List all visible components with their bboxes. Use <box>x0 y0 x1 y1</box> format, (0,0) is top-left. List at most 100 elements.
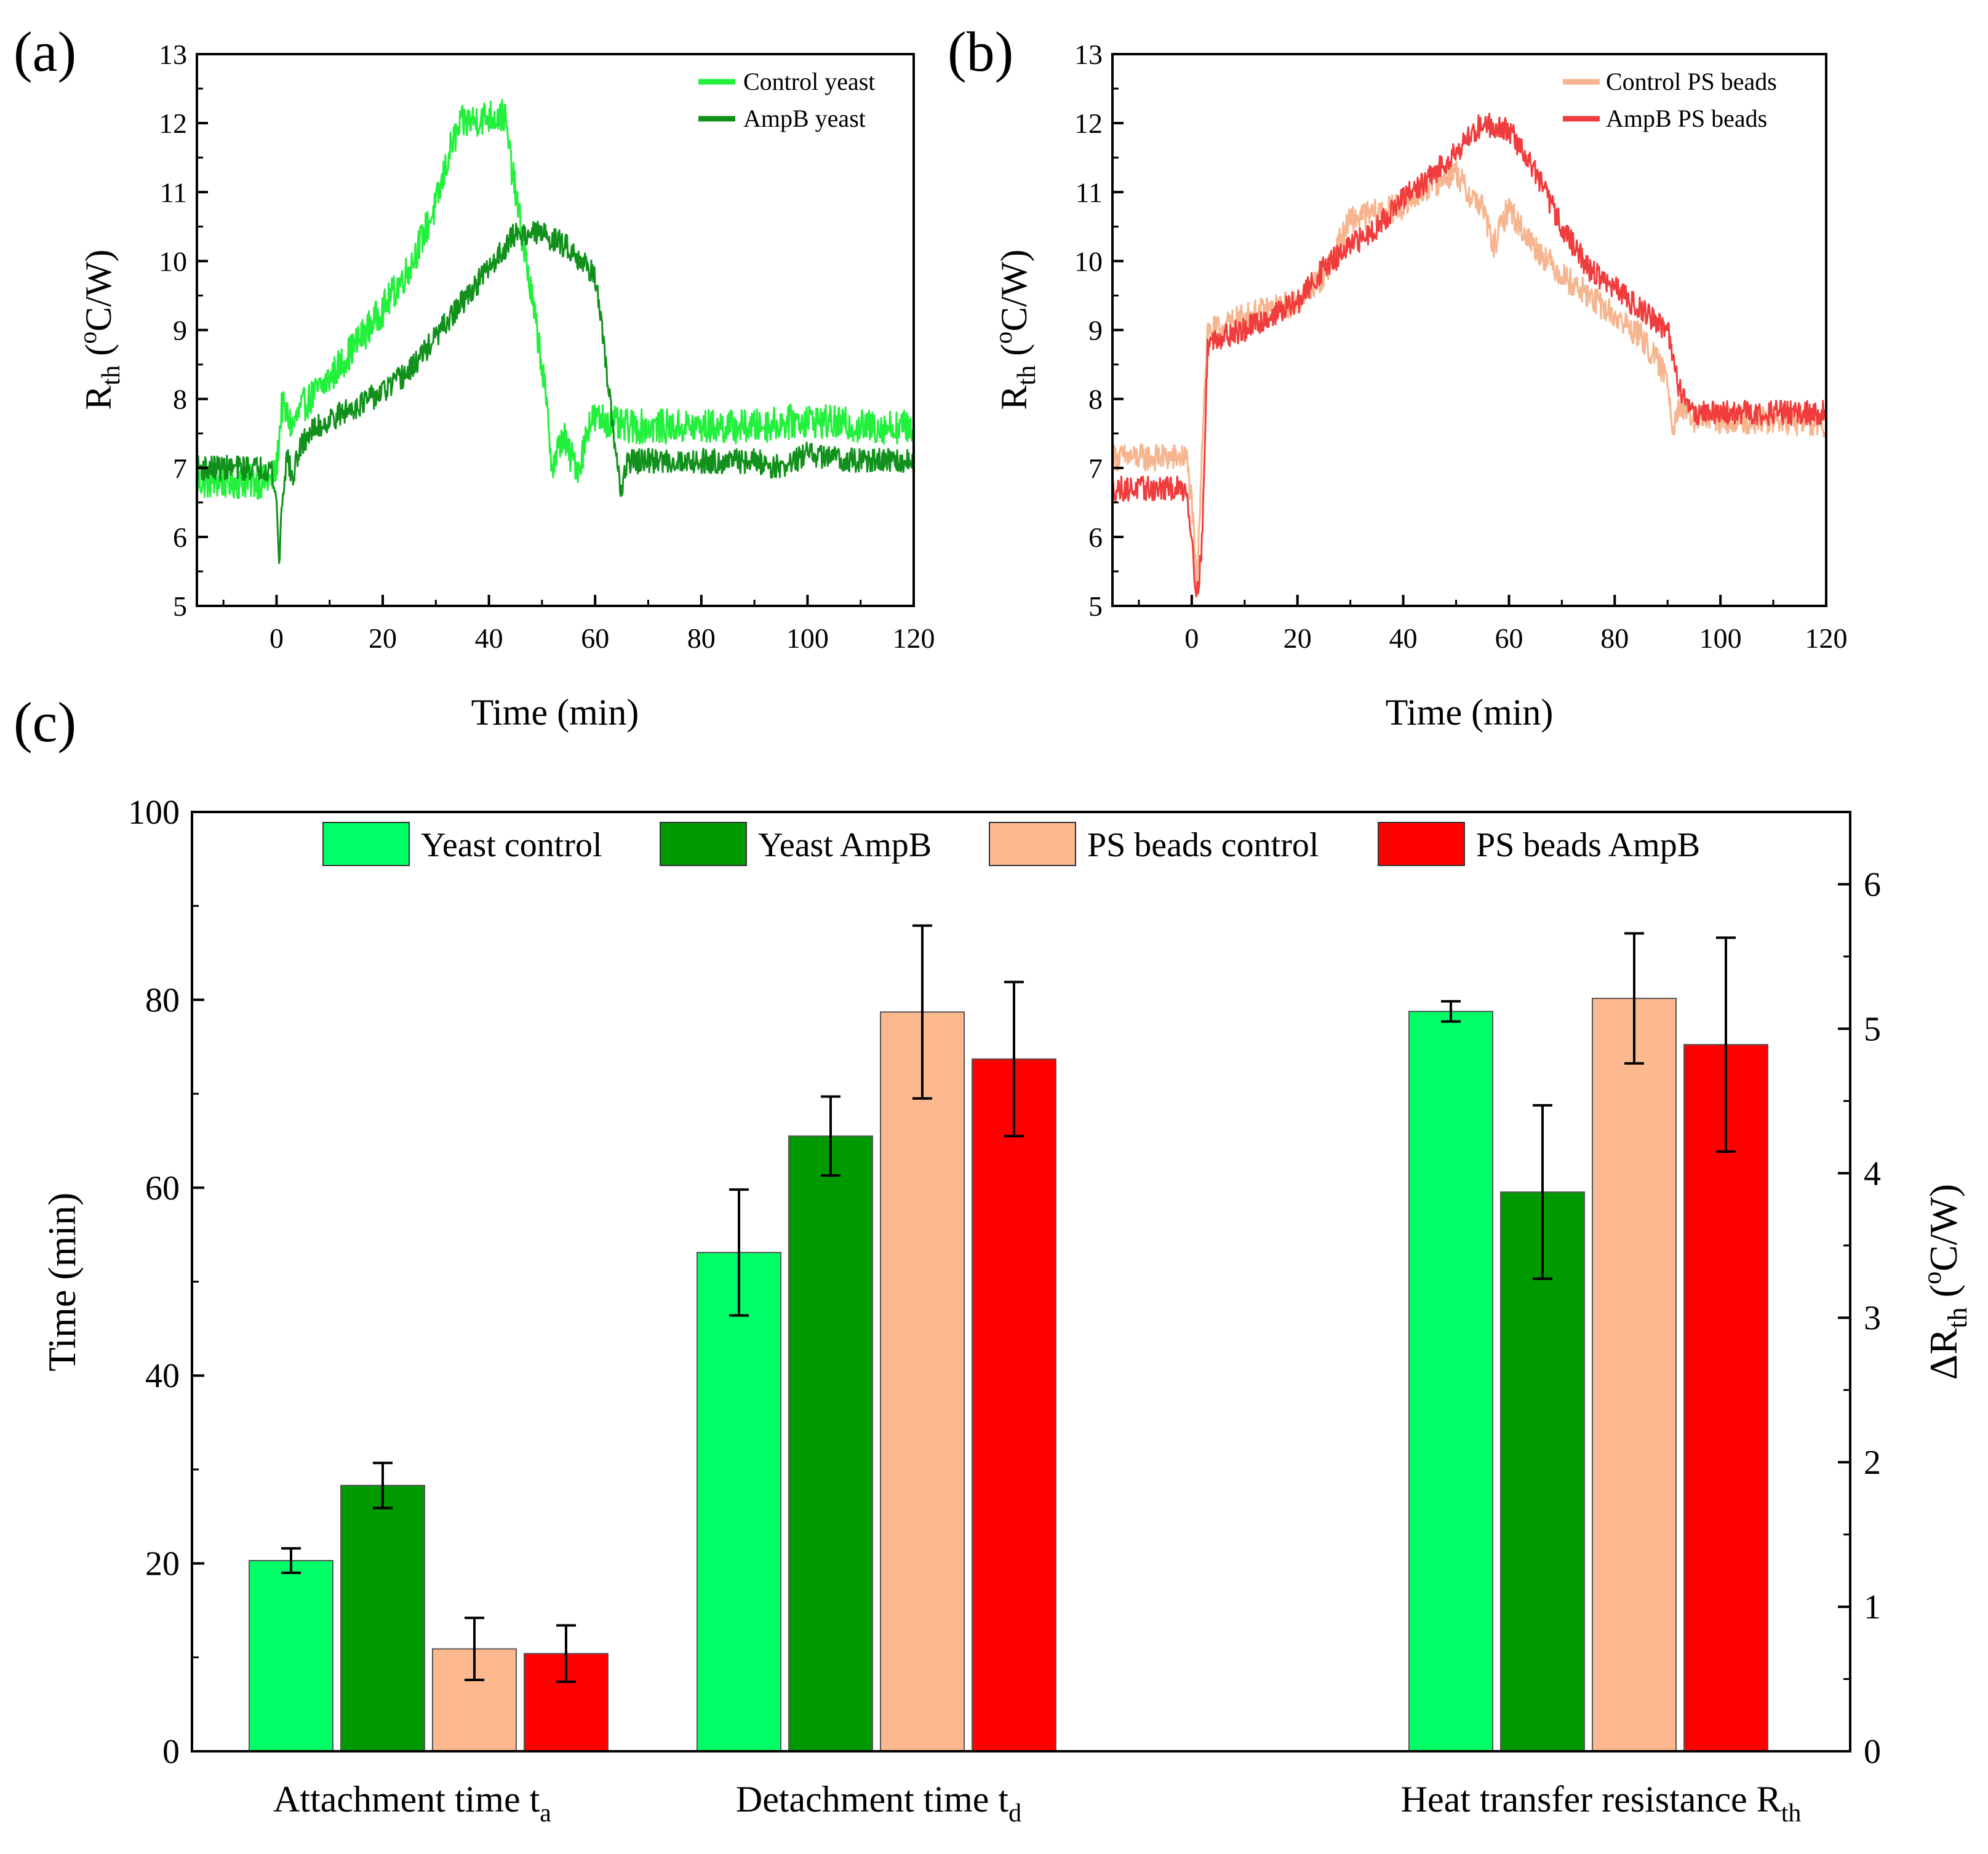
legend-label-yeast-control: Yeast control <box>421 826 602 864</box>
y-tick-label: 12 <box>159 108 187 139</box>
category-label-detachment-sub: d <box>1008 1799 1021 1828</box>
x-tick-label: 0 <box>269 623 284 654</box>
panel-a-y-axis-label: Rth (oC/W) <box>74 250 126 410</box>
panel-a-frame <box>196 53 915 607</box>
y-tick-label: 9 <box>1088 315 1103 346</box>
panel-c-bar-layer <box>249 924 1768 1753</box>
bar-1-2 <box>880 1011 965 1752</box>
panel-c-label: (c) <box>14 691 76 754</box>
right-y-tick-label: 1 <box>1864 1588 1881 1626</box>
right-y-tick-label: 3 <box>1864 1299 1881 1337</box>
panel-b-y-label-sup: o <box>989 332 1017 344</box>
left-y-tick-label: 60 <box>145 1169 180 1207</box>
panel-c-left-axis-label: Time (min) <box>40 1193 84 1372</box>
category-label-detachment: Detachment time td <box>736 1779 1021 1828</box>
x-tick-label: 120 <box>893 623 935 654</box>
x-tick-label: 40 <box>475 623 503 654</box>
y-tick-label: 8 <box>1088 384 1103 415</box>
series-line-control-ps-beads <box>1111 161 1827 598</box>
x-tick-label: 80 <box>1600 623 1629 654</box>
panel-a-x-axis-label: Time (min) <box>471 692 639 733</box>
x-tick-label: 20 <box>369 623 397 654</box>
bar-1-3 <box>972 1058 1056 1752</box>
left-y-tick-label: 80 <box>145 981 180 1019</box>
legend-label-control-yeast: Control yeast <box>743 68 875 95</box>
category-label-detachment-text: Detachment time t <box>736 1779 1009 1820</box>
legend-swatch-yeast-ampb <box>660 822 747 866</box>
panel-a-ticks: 0 20 40 60 80 100 120 5 6 7 8 9 10 11 12 13 <box>159 39 935 654</box>
x-tick-label: 80 <box>687 623 716 654</box>
bar-2-2 <box>1592 998 1677 1752</box>
x-tick-label: 120 <box>1805 623 1848 654</box>
y-tick-label: 10 <box>1074 245 1103 277</box>
panel-b-y-label-base: R <box>994 385 1034 410</box>
y-tick-label: 8 <box>173 384 187 415</box>
x-tick-label: 0 <box>1184 623 1199 654</box>
y-tick-label: 11 <box>1076 177 1103 208</box>
left-y-tick-label: 20 <box>145 1545 180 1583</box>
panel-c-right-label-sup: o <box>1918 1271 1947 1284</box>
y-tick-label: 6 <box>1088 522 1103 553</box>
panel-c-right-label-prefix: ΔR <box>1922 1328 1965 1380</box>
panel-b-chart: 0 20 40 60 80 100 120 5 6 7 8 9 10 11 12 13 Control PS … <box>989 39 1848 733</box>
panel-c-ticks: 0 20 40 60 80 100 0 1 2 3 4 5 6 <box>128 794 1881 1771</box>
panel-a-y-label-sup: o <box>74 332 102 344</box>
bar-1-1 <box>788 1135 873 1752</box>
category-label-attachment-sub: a <box>540 1799 551 1828</box>
bar-0-1 <box>340 1484 425 1752</box>
panel-a-y-label-base: R <box>78 385 119 410</box>
panel-a-legend: Control yeast AmpB yeast <box>698 68 875 132</box>
legend-label-yeast-ampb: Yeast AmpB <box>758 826 932 864</box>
category-label-heat-transfer-text: Heat transfer resistance R <box>1401 1779 1781 1820</box>
y-tick-label: 7 <box>1088 453 1103 484</box>
panel-c-right-label-post: C/W) <box>1922 1184 1965 1271</box>
category-label-attachment-text: Attachment time t <box>273 1779 540 1820</box>
legend-label-control-ps: Control PS beads <box>1606 68 1777 95</box>
series-line-ampb-yeast <box>196 220 914 564</box>
panel-b-x-axis-label: Time (min) <box>1386 692 1554 733</box>
category-label-heat-transfer: Heat transfer resistance Rth <box>1401 1779 1802 1828</box>
y-tick-label: 11 <box>160 177 187 208</box>
left-y-tick-label: 0 <box>162 1733 180 1771</box>
series-line-control-yeast <box>196 98 914 500</box>
right-y-tick-label: 0 <box>1864 1733 1881 1771</box>
panel-b-y-axis-label: Rth (oC/W) <box>989 250 1041 410</box>
y-tick-label: 5 <box>1088 591 1103 622</box>
left-y-tick-label: 100 <box>128 794 180 832</box>
legend-swatch-ps-control <box>989 822 1076 866</box>
panel-b-label: (b) <box>948 20 1013 83</box>
x-tick-label: 100 <box>1699 623 1742 654</box>
panel-a-y-label-pre: ( <box>78 344 119 365</box>
bar-2-0 <box>1408 1011 1493 1752</box>
series-line-ampb-ps-beads <box>1111 113 1827 597</box>
panel-a-chart: 0 20 40 60 80 100 120 5 6 7 8 9 10 11 12 13 Control yea… <box>74 39 935 733</box>
x-tick-label: 100 <box>786 623 829 654</box>
legend-swatch-ps-ampb <box>1378 822 1465 866</box>
y-tick-label: 13 <box>1074 39 1103 70</box>
y-tick-label: 10 <box>159 245 187 277</box>
panel-c-right-axis-label: ΔRth (oC/W) <box>1918 1184 1973 1380</box>
y-tick-label: 6 <box>173 522 187 553</box>
x-tick-label: 60 <box>1495 623 1523 654</box>
right-y-tick-label: 5 <box>1864 1010 1881 1048</box>
category-label-attachment: Attachment time ta <box>273 1779 551 1828</box>
panel-a-y-label-post: C/W) <box>78 250 119 332</box>
panel-b-y-label-sub: th <box>1013 365 1041 386</box>
left-y-tick-label: 40 <box>145 1357 180 1395</box>
x-tick-label: 20 <box>1283 623 1312 654</box>
right-y-tick-label: 4 <box>1864 1155 1881 1193</box>
panel-c-right-label-pre: ( <box>1922 1284 1965 1307</box>
panel-c-chart: 0 20 40 60 80 100 0 1 2 3 4 5 6 Yeast control Yeast … <box>40 794 1973 1828</box>
y-tick-label: 7 <box>173 453 187 484</box>
right-y-tick-label: 6 <box>1864 865 1881 904</box>
panel-b-y-label-pre: ( <box>994 344 1034 365</box>
y-tick-label: 12 <box>1074 108 1103 139</box>
panel-b-legend: Control PS beads AmpB PS beads <box>1563 68 1777 132</box>
panel-b-series-layer <box>1111 113 1827 598</box>
bar-1-0 <box>697 1252 781 1752</box>
panel-a-y-label-sub: th <box>97 365 126 386</box>
legend-label-ampb-ps: AmpB PS beads <box>1606 105 1767 132</box>
panel-b-y-label-post: C/W) <box>994 250 1034 332</box>
x-tick-label: 40 <box>1389 623 1418 654</box>
